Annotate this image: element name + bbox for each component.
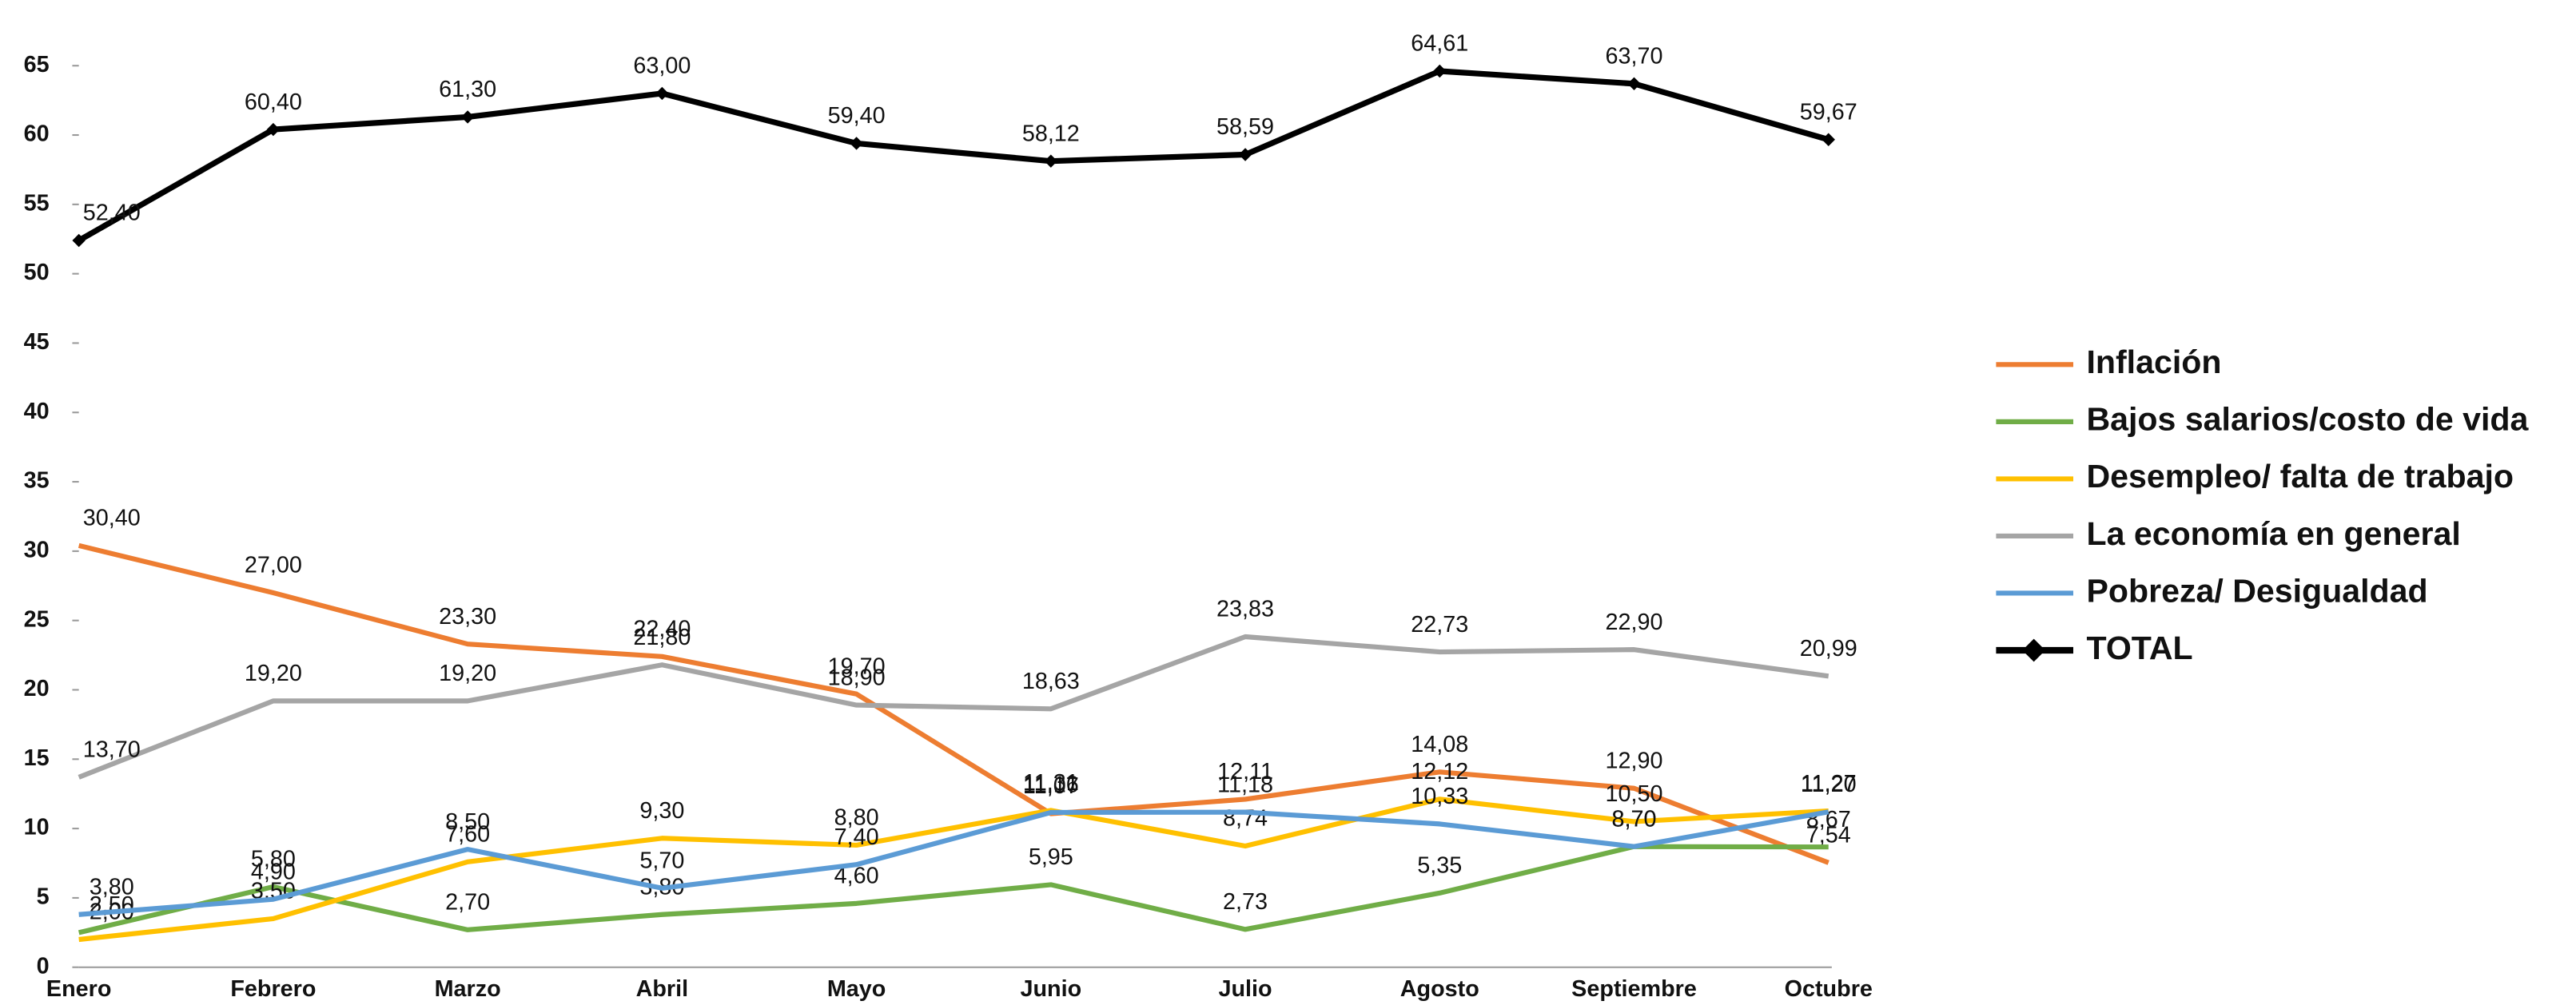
legend-label: TOTAL [2086,630,2192,666]
value-label: 2,73 [1223,889,1268,915]
value-label: 8,74 [1223,806,1268,832]
y-tick-label: 65 [24,52,50,77]
value-label: 12,90 [1606,748,1663,773]
series-line [79,799,1829,939]
y-tick-label: 10 [24,815,50,840]
x-tick-label: Septiembre [1571,976,1697,1002]
value-label: 10,33 [1411,784,1468,809]
y-tick-label: 25 [24,606,50,632]
value-label: 5,70 [639,848,684,873]
legend-label: Pobreza/ Desigualdad [2086,572,2427,609]
value-label: 5,35 [1417,853,1462,879]
page: {"chart_data": {"type": "line", "categor… [0,0,2576,1005]
x-tick-label: Julio [1218,976,1272,1002]
value-label: 58,12 [1022,121,1080,146]
value-label: 9,30 [639,798,684,824]
point-marker [655,87,668,100]
value-label: 20,99 [1800,636,1857,661]
x-tick-label: Junio [1020,976,1081,1002]
point-marker [850,137,862,149]
x-tick-label: Mayo [827,976,886,1002]
chart: 0 5 10 15 20 25 30 35 40 45 50 55 60 65 Enero Febrero Ma… [0,0,2576,1005]
legend-label: Bajos salarios/costo de vida [2086,401,2529,438]
value-label: 12,12 [1411,759,1468,785]
x-tick-label: Octubre [1785,976,1873,1002]
value-label: 8,50 [445,809,490,835]
legend-label: Inflación [2086,344,2221,380]
y-tick-label: 45 [24,329,50,355]
series-line [79,847,1829,933]
value-label: 63,70 [1606,43,1663,69]
value-label: 5,95 [1029,844,1073,870]
value-label: 11,16 [1023,773,1079,798]
y-tick-label: 40 [24,399,50,424]
value-label: 52,40 [83,201,141,226]
x-tick-label: Abril [636,976,689,1002]
value-label: 3,80 [90,874,134,900]
value-label: 61,30 [439,77,496,102]
point-marker [1045,154,1057,167]
value-label: 18,63 [1022,669,1080,694]
y-tick-label: 55 [24,190,50,216]
value-label: 19,20 [439,661,496,686]
y-tick-label: 30 [24,537,50,562]
value-label: 30,40 [83,506,141,531]
y-tick-label: 35 [24,468,50,494]
value-label: 22,73 [1411,612,1468,638]
x-tick-label: Marzo [435,976,501,1002]
y-tick-label: 20 [24,676,50,701]
value-label: 21,80 [633,625,691,650]
point-marker [461,110,474,123]
x-tick-label: Febrero [230,976,316,1002]
legend-marker [2022,639,2045,662]
value-label: 19,20 [245,661,302,686]
series-line [79,71,1829,240]
value-label: 7,40 [834,824,879,850]
x-tick-label: Enero [46,976,112,1002]
value-label: 59,67 [1800,99,1857,125]
y-tick-label: 5 [37,884,50,910]
x-tick-label: Agosto [1400,976,1479,1002]
y-tick-label: 0 [37,953,50,979]
value-label: 59,40 [828,103,886,129]
value-label: 60,40 [245,89,302,115]
value-label: 2,70 [445,890,490,916]
value-label: 58,59 [1216,114,1274,140]
y-tick-label: 60 [24,121,50,147]
value-label: 64,61 [1411,31,1468,57]
value-label: 23,30 [439,604,496,630]
value-label: 18,90 [828,665,886,690]
y-tick-label: 50 [24,260,50,285]
legend-label: Desempleo/ falta de trabajo [2086,458,2514,495]
value-label: 23,83 [1216,597,1274,622]
value-label: 4,90 [251,859,296,884]
point-marker [1822,133,1835,146]
value-label: 11,20 [1801,772,1857,797]
value-label: 14,08 [1411,732,1468,757]
value-label: 11,18 [1217,772,1273,797]
value-label: 10,50 [1606,781,1663,807]
y-tick-label: 15 [24,745,50,771]
point-marker [1627,77,1640,90]
value-label: 13,70 [83,737,141,763]
value-label: 8,70 [1612,806,1657,832]
legend-label: La economía en general [2086,515,2460,552]
value-label: 63,00 [633,54,691,79]
value-label: 27,00 [245,553,302,578]
value-label: 22,90 [1606,610,1663,635]
